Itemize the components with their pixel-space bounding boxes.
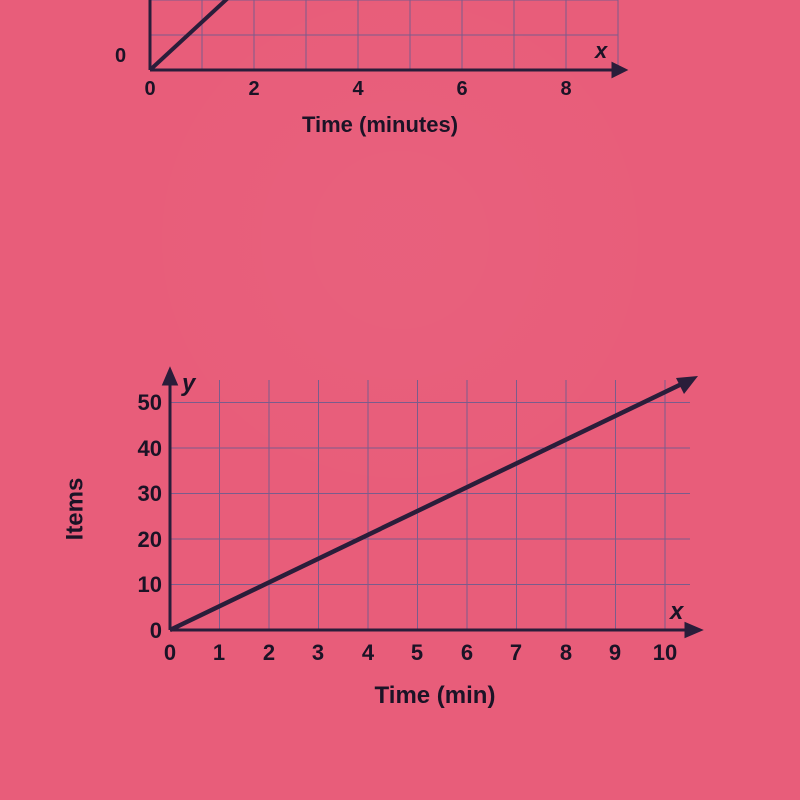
bottom-x-tick-0: 0 xyxy=(158,640,182,666)
top-x-tick-4: 4 xyxy=(346,78,370,101)
bottom-x-letter: x xyxy=(670,598,683,626)
bottom-x-tick-5: 5 xyxy=(405,640,429,666)
top-axes xyxy=(150,0,625,76)
top-x-label: Time (minutes) xyxy=(230,112,530,138)
top-y-origin: 0 xyxy=(115,45,126,68)
bottom-x-tick-8: 8 xyxy=(554,640,578,666)
top-x-tick-8: 8 xyxy=(554,78,578,101)
bottom-x-tick-6: 6 xyxy=(455,640,479,666)
bottom-x-tick-3: 3 xyxy=(306,640,330,666)
top-chart: 0 0 2 4 6 8 x Time (minutes) xyxy=(80,0,630,190)
bottom-y-letter: y xyxy=(182,370,195,398)
bottom-x-tick-2: 2 xyxy=(257,640,281,666)
top-grid xyxy=(150,0,618,70)
bottom-y-tick-0: 0 xyxy=(126,618,162,644)
bottom-chart: 0 10 20 30 40 50 0 1 2 3 4 5 6 7 8 9 10 … xyxy=(50,360,730,740)
bottom-x-tick-7: 7 xyxy=(504,640,528,666)
bottom-y-label: Items xyxy=(61,478,89,541)
bottom-y-tick-10: 10 xyxy=(116,572,162,598)
bottom-x-tick-1: 1 xyxy=(207,640,231,666)
bottom-x-tick-9: 9 xyxy=(603,640,627,666)
bottom-x-tick-4: 4 xyxy=(356,640,380,666)
bottom-y-tick-50: 50 xyxy=(116,390,162,416)
bottom-y-tick-40: 40 xyxy=(116,436,162,462)
top-x-tick-6: 6 xyxy=(450,78,474,101)
bottom-y-tick-20: 20 xyxy=(116,527,162,553)
bottom-y-tick-30: 30 xyxy=(116,481,162,507)
top-x-letter: x xyxy=(595,38,607,64)
top-x-tick-2: 2 xyxy=(242,78,266,101)
bottom-x-tick-10: 10 xyxy=(647,640,683,666)
bottom-x-label: Time (min) xyxy=(310,682,560,710)
top-x-tick-0: 0 xyxy=(138,78,162,101)
bottom-data-line xyxy=(170,376,698,630)
